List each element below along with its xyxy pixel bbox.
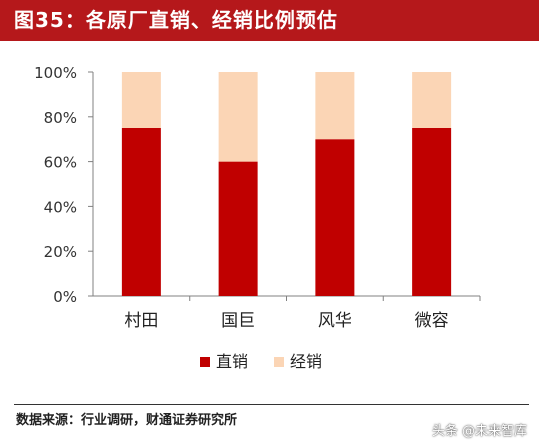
bar-direct-3: [412, 128, 452, 296]
bar-distribution-2: [315, 72, 355, 140]
legend-label: 经销: [290, 352, 322, 371]
bar-distribution-1: [218, 72, 258, 162]
y-tick-label: 40%: [44, 198, 77, 216]
legend-swatch: [274, 357, 284, 367]
x-tick-label: 风华: [318, 311, 352, 331]
legend-swatch: [200, 357, 210, 367]
bar-direct-0: [121, 128, 161, 296]
x-tick-label: 微容: [415, 311, 449, 331]
title-bar: 图35：各原厂直销、经销比例预估: [0, 0, 539, 41]
y-tick-label: 0%: [53, 288, 77, 306]
source-note: 数据来源：行业调研，财通证券研究所: [16, 413, 238, 428]
watermark: 头条 @未来智库: [431, 424, 527, 439]
footer-divider: [14, 404, 529, 405]
bar-distribution-0: [121, 72, 161, 128]
y-tick-label: 100%: [34, 64, 77, 82]
x-tick-label: 村田: [124, 311, 158, 331]
y-tick-label: 60%: [44, 154, 77, 172]
y-tick-label: 80%: [44, 109, 77, 127]
y-tick-label: 20%: [44, 243, 77, 261]
bar-direct-1: [218, 161, 258, 296]
bar-distribution-3: [412, 72, 452, 128]
chart-title: 图35：各原厂直销、经销比例预估: [14, 8, 338, 32]
bar-direct-2: [315, 139, 355, 296]
x-tick-label: 国巨: [221, 311, 255, 331]
legend-label: 直销: [216, 352, 248, 371]
